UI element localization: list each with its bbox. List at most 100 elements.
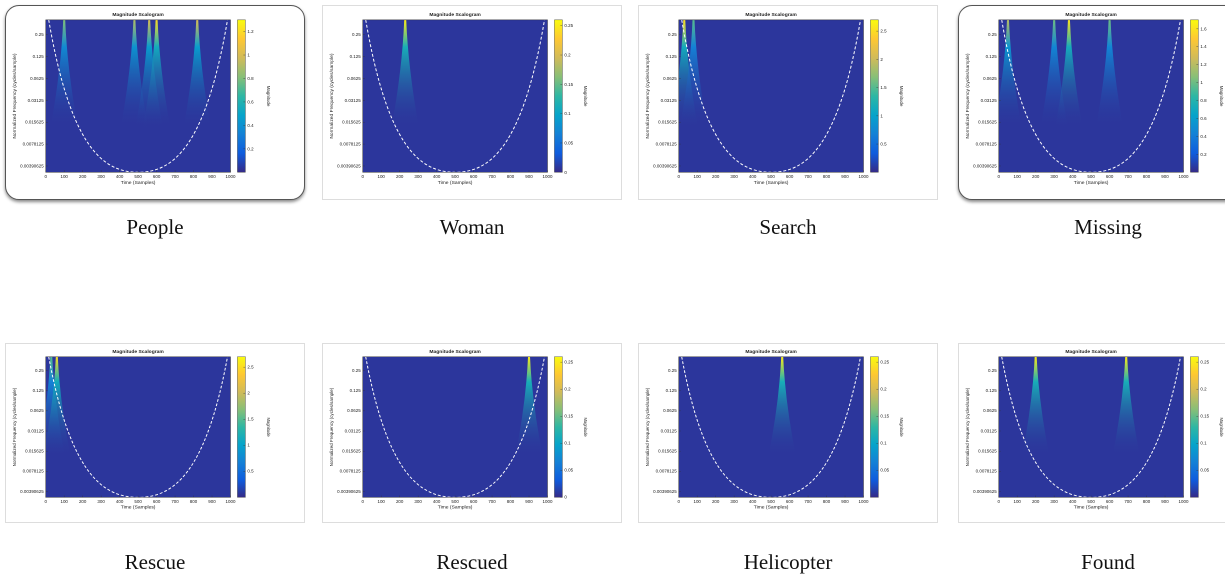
chart-title: Magnitude Scalogram [1065,349,1116,355]
y-tick-label: 0.0078125 [976,469,998,474]
y-tick-label: 0.03125 [28,98,45,103]
caption: Rescue [124,550,186,574]
y-tick-label: 0.0625 [983,408,997,413]
x-tick-label: 1000 [226,499,237,504]
chart: Magnitude Scalogram 0 100 200 300 400 500 600 70… [12,12,271,186]
x-tick-label: 800 [823,499,831,504]
colorbar-tick-label: 0.25 [1200,360,1209,365]
x-tick-label: 200 [712,499,720,504]
x-tick-label: 600 [153,174,161,179]
colorbar-label: Magnitude [1219,86,1224,107]
x-tick-label: 700 [488,174,496,179]
caption: Missing [1074,215,1142,239]
colorbar-tick-label: 0.8 [247,76,254,81]
x-tick-label: 100 [60,499,68,504]
plot-background [45,356,231,498]
spike [1095,19,1124,129]
y-axis-label: Normalized Frequency (cycles/sample) [329,387,335,466]
plot-background [998,356,1184,498]
x-tick-label: 900 [208,174,216,179]
x-axis-label: Time (Samples) [121,504,156,510]
spikes [391,19,420,129]
scalogram-panel: Magnitude Scalogram 0 100 200 300 400 500 600 70… [638,5,938,200]
caption: Rescued [436,550,508,574]
x-tick-label: 200 [1032,174,1040,179]
x-tick-label: 400 [1069,499,1077,504]
x-tick-label: 200 [396,499,404,504]
colorbar [1190,19,1199,173]
x-tick-label: 300 [730,499,738,504]
x-tick-label: 200 [79,499,87,504]
colorbar-tick-label: 0.15 [1200,414,1209,419]
x-tick-label: 900 [841,174,849,179]
spike [391,19,420,129]
x-tick-label: 1000 [859,499,870,504]
x-tick-label: 100 [377,499,385,504]
colorbar-tick-label: 0.1 [880,441,887,446]
y-tick-label: 0.0625 [30,76,44,81]
x-tick-label: 800 [507,174,515,179]
x-tick-label: 800 [190,499,198,504]
x-tick-label: 800 [507,499,515,504]
scalogram-panel: Magnitude Scalogram 0 100 200 300 400 500 600 70… [5,343,305,523]
y-tick-label: 0.125 [350,388,362,393]
colorbar-tick-label: 0.15 [564,414,573,419]
colorbar-tick-label: 1.2 [247,29,254,34]
chart-title: Magnitude Scalogram [429,349,480,355]
colorbar-tick-label: 0.5 [880,142,887,147]
spikes [998,19,1124,129]
scalogram-panel: Magnitude Scalogram 0 100 200 300 400 500 600 70… [958,343,1225,523]
x-tick-label: 600 [1106,499,1114,504]
y-axis-label: Normalized Frequency (cycles/sample) [965,53,971,139]
x-tick-label: 800 [1143,174,1151,179]
x-axis-label: Time (Samples) [754,504,789,510]
y-tick-label: 0.0625 [347,76,361,81]
x-tick-label: 0 [677,499,680,504]
x-tick-label: 500 [767,499,775,504]
y-tick-label: 0.0078125 [656,142,678,147]
colorbar-label: Magnitude [899,86,904,107]
x-tick-label: 600 [153,499,161,504]
scalogram-panel: Magnitude Scalogram 0 100 200 300 400 500 600 70… [322,343,622,523]
x-tick-label: 1000 [1179,174,1189,179]
x-tick-label: 100 [1013,174,1021,179]
y-axis-label: Normalized Frequency (cycles/sample) [645,387,651,466]
y-tick-label: 0.03125 [345,429,362,434]
x-tick-label: 900 [525,174,533,179]
x-tick-label: 300 [1050,174,1058,179]
x-tick-label: 500 [451,499,459,504]
chart-title: Magnitude Scalogram [112,12,164,18]
y-tick-label: 0.25 [988,32,997,37]
colorbar-tick-label: 1.5 [247,417,254,422]
colorbar-tick-label: 1 [880,113,883,118]
y-tick-label: 0.00390625 [973,489,997,494]
colorbar [554,356,563,498]
colorbar-tick-label: 0.1 [1200,441,1207,446]
x-tick-label: 700 [171,174,179,179]
colorbar-tick-label: 0.25 [564,23,573,28]
y-tick-label: 0.25 [668,368,677,373]
x-tick-label: 1000 [226,174,236,179]
colorbar [1190,356,1199,498]
colorbar-tick-label: 0.15 [880,414,889,419]
y-tick-label: 0.0078125 [340,469,362,474]
y-tick-label: 0.25 [35,32,44,37]
scalogram-panel: Magnitude Scalogram 0 100 200 300 400 500 600 70… [322,5,622,200]
colorbar-tick-label: 0.6 [247,99,254,104]
plot-background [362,19,548,173]
chart-title: Magnitude Scalogram [429,12,481,18]
y-tick-label: 0.03125 [345,98,362,103]
y-tick-label: 0.0625 [347,408,361,413]
x-tick-label: 500 [1087,499,1095,504]
y-tick-label: 0.0625 [663,408,677,413]
chart: Magnitude Scalogram 0 100 200 300 400 500 600 70… [329,349,589,510]
x-tick-label: 900 [1161,174,1169,179]
colorbar-tick-label: 2.5 [880,29,887,34]
spikes [50,19,212,129]
y-tick-label: 0.00390625 [337,163,361,168]
x-tick-label: 800 [823,174,831,179]
y-tick-label: 0.0625 [30,408,44,413]
y-tick-label: 0.00390625 [20,489,44,494]
colorbar-tick-label: 2 [880,57,883,62]
y-tick-label: 0.03125 [661,429,678,434]
